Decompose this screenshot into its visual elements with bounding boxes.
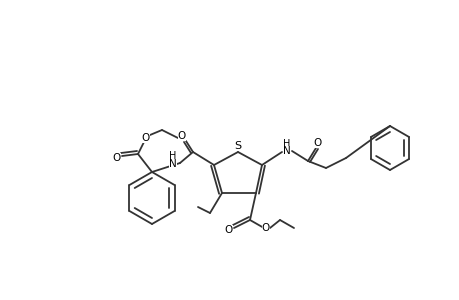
Text: H: H — [283, 139, 290, 149]
Text: O: O — [141, 133, 150, 143]
Text: O: O — [178, 131, 186, 141]
Text: O: O — [261, 223, 269, 233]
Text: S: S — [234, 141, 241, 151]
Text: O: O — [313, 138, 321, 148]
Text: O: O — [112, 153, 121, 163]
Text: N: N — [282, 146, 290, 156]
Text: N: N — [169, 159, 177, 169]
Text: O: O — [224, 225, 233, 235]
Text: H: H — [169, 151, 176, 161]
